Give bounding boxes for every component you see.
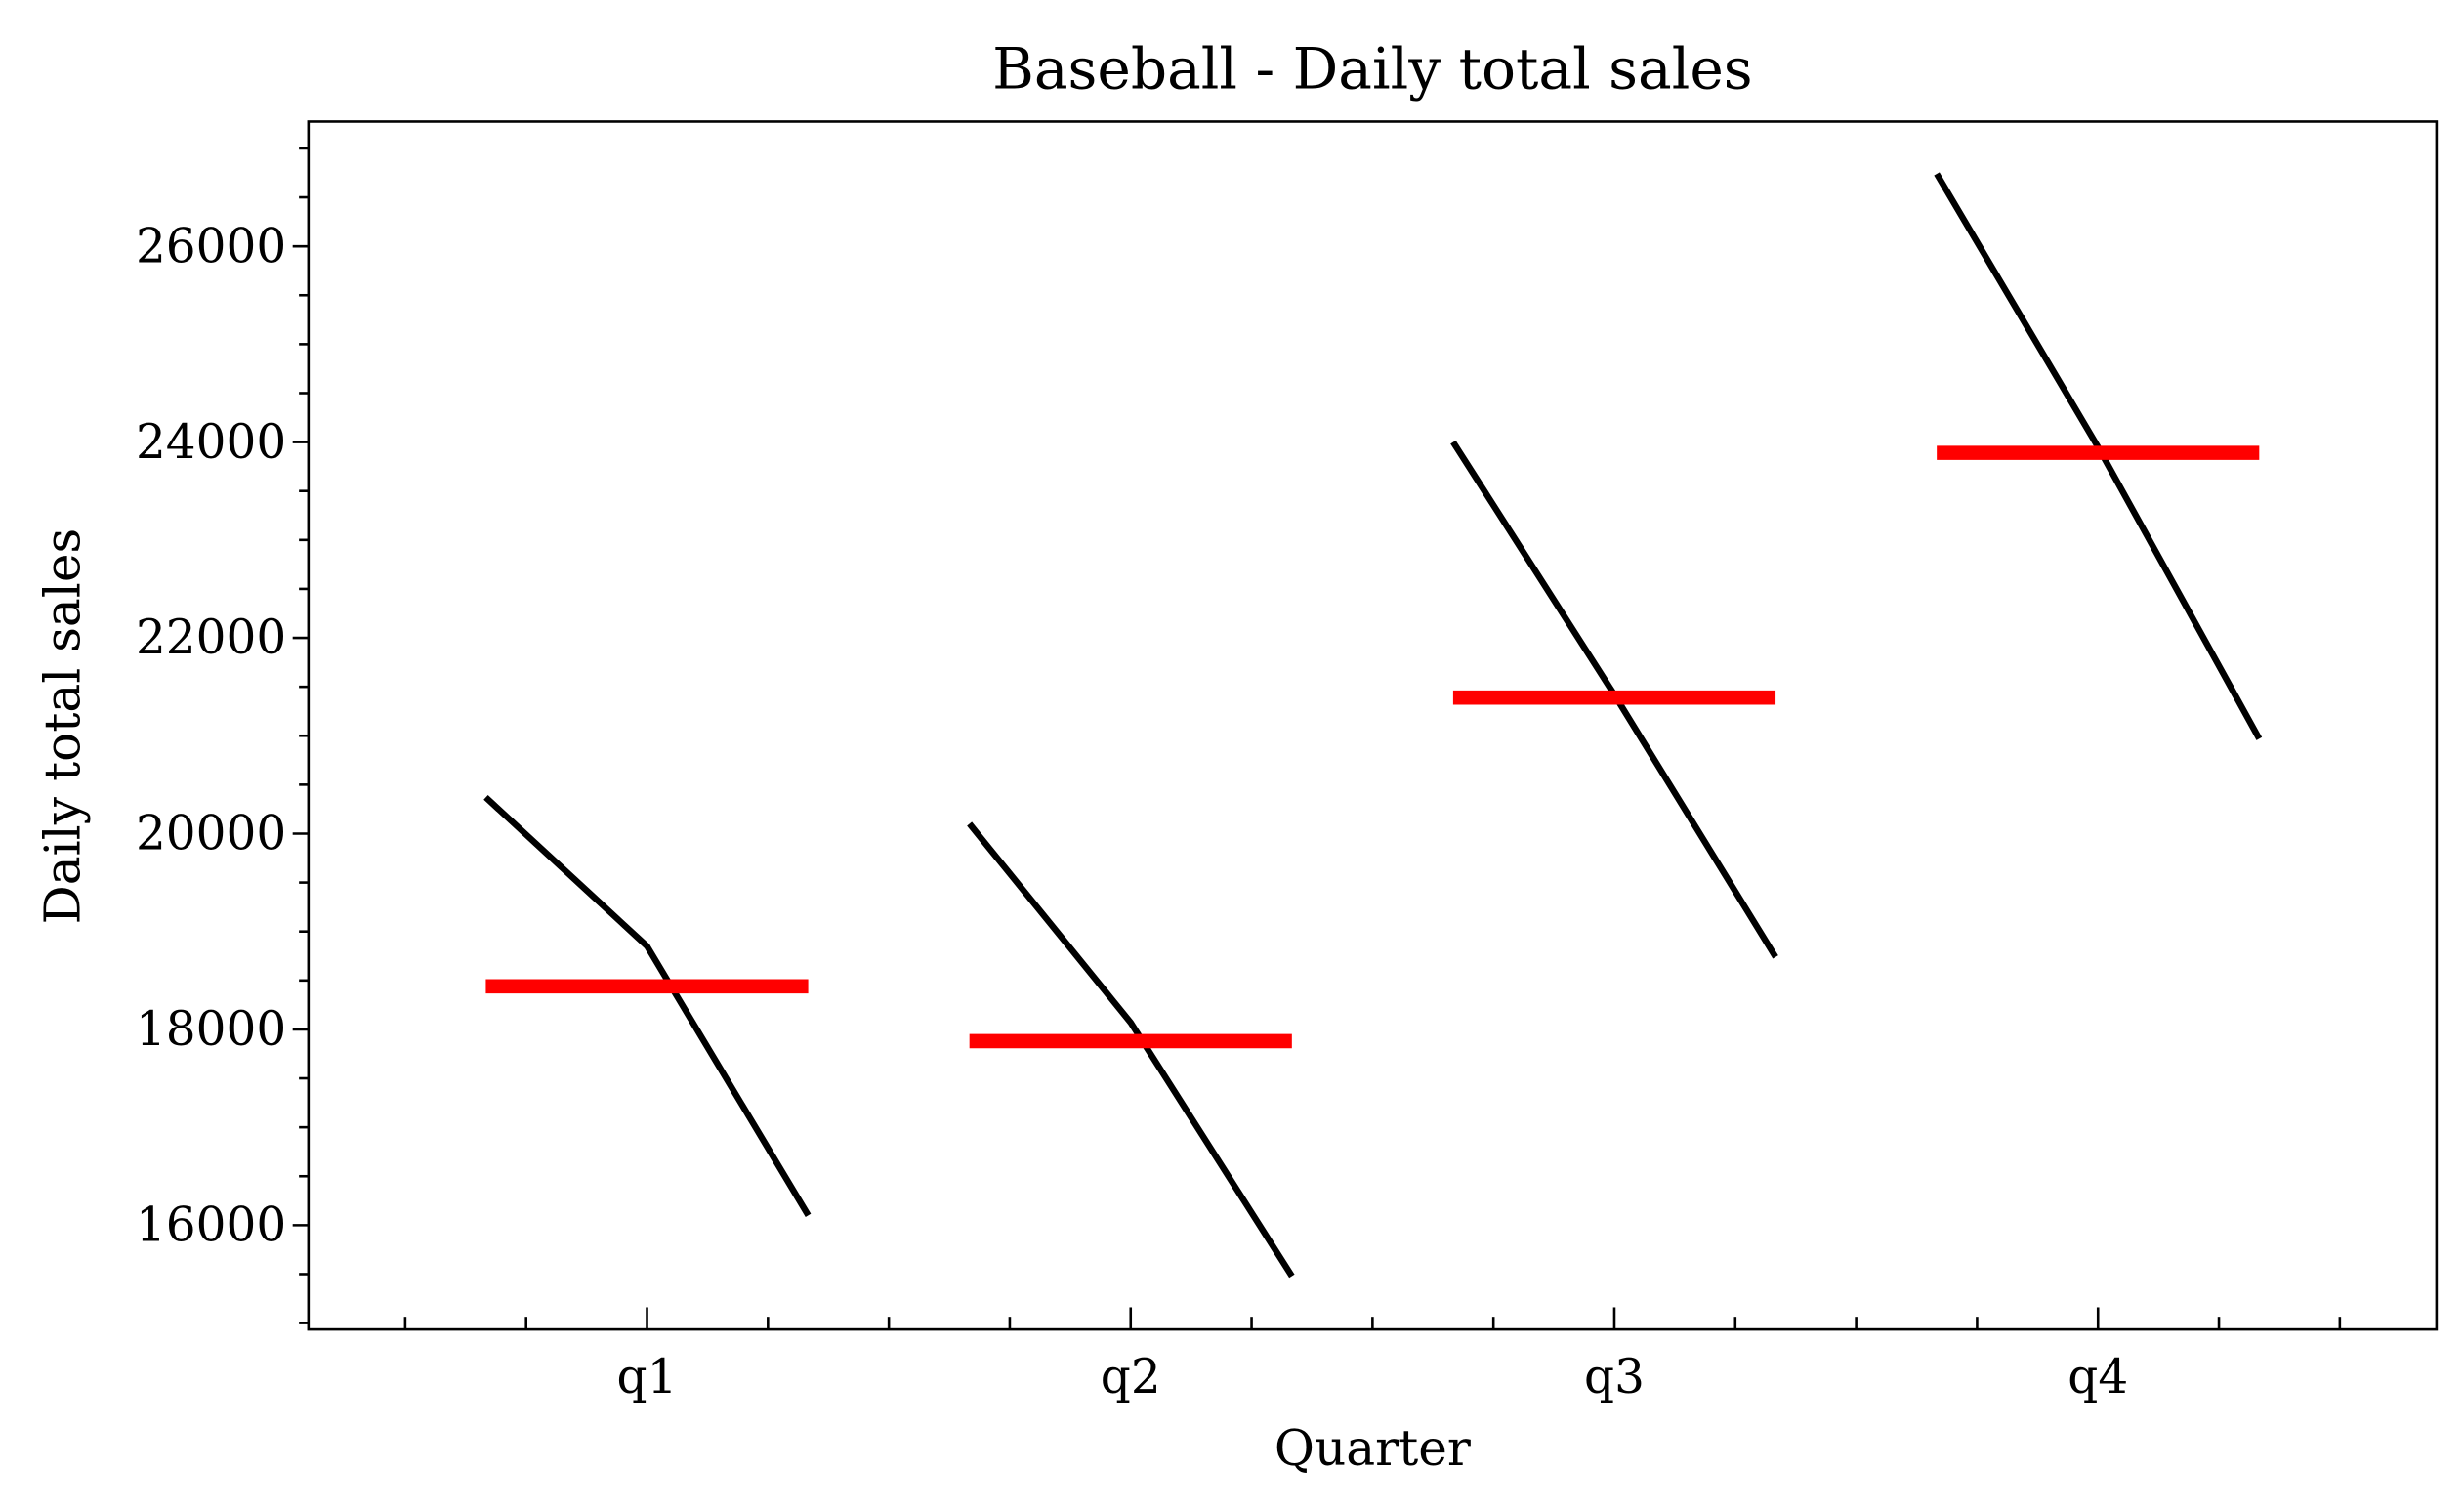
x-tick-label: q2 xyxy=(1101,1350,1161,1405)
y-tick-label: 22000 xyxy=(136,610,286,665)
y-axis-label: Daily total sales xyxy=(33,528,91,925)
quarter-line xyxy=(967,821,1295,1279)
y-tick-label: 16000 xyxy=(136,1198,286,1253)
chart-title: Baseball - Daily total sales xyxy=(992,36,1753,103)
y-tick-label: 24000 xyxy=(136,415,286,470)
y-tick-label: 18000 xyxy=(136,1002,286,1057)
y-tick-label: 20000 xyxy=(136,807,286,861)
plot-frame xyxy=(307,120,2439,1331)
x-tick-label: q1 xyxy=(617,1350,678,1405)
x-axis-label: Quarter xyxy=(1274,1419,1471,1477)
y-tick-label: 26000 xyxy=(136,219,286,273)
x-tick-label: q4 xyxy=(2067,1350,2128,1405)
x-tick-label: q3 xyxy=(1584,1350,1645,1405)
quarter-line xyxy=(483,795,812,1218)
